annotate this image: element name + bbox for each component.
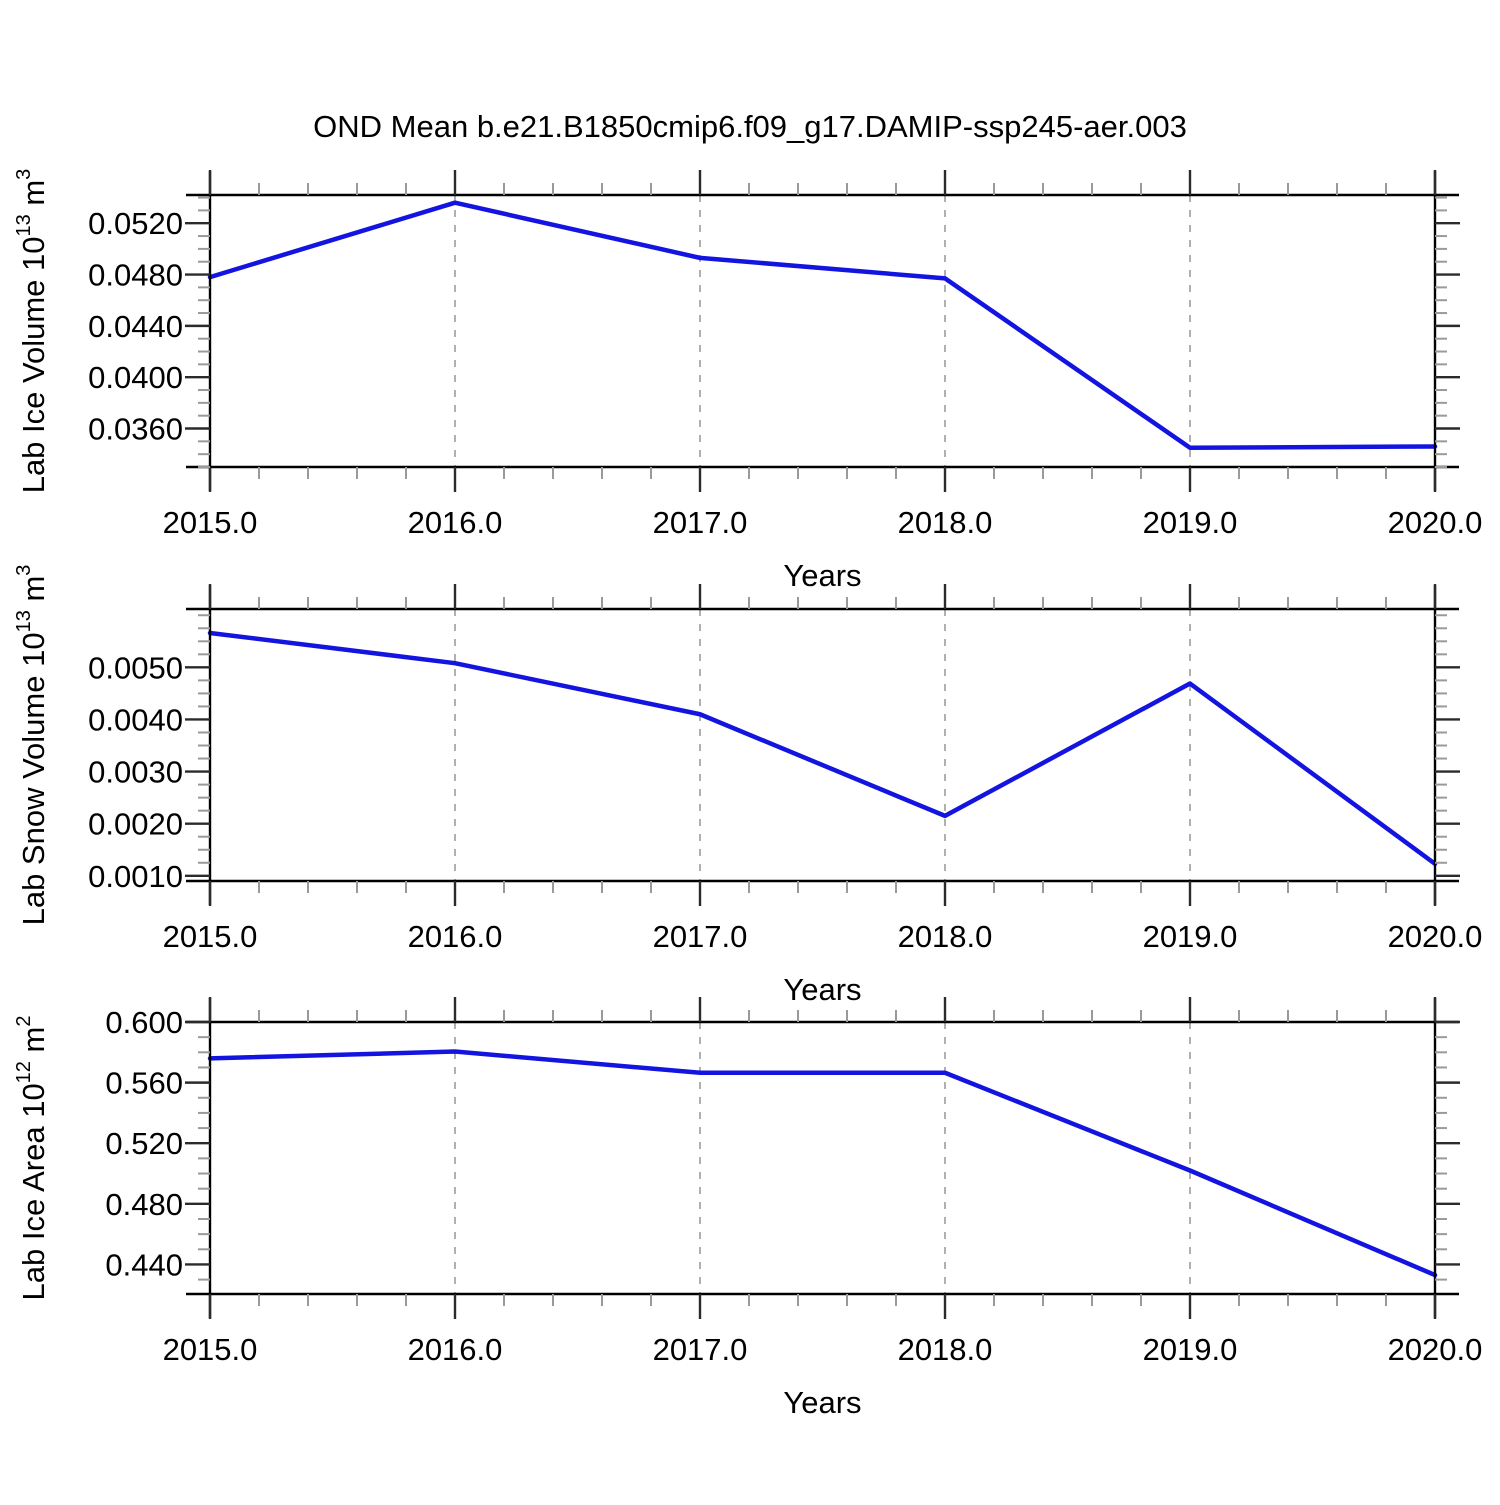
- x-tick-label: 2015.0: [163, 1332, 258, 1367]
- y-axis-title: Lab Snow Volume 1013 m3: [13, 565, 51, 926]
- x-axis-title: Years: [783, 972, 861, 1007]
- y-axis-title-text: Lab Snow Volume 10: [16, 632, 51, 925]
- y-axis-title-text: Lab Ice Area 10: [16, 1083, 51, 1300]
- y-axis-title-superscript: 13: [13, 610, 35, 632]
- y-axis-title-superscript: 12: [13, 1061, 35, 1083]
- y-tick-label: 0.0050: [88, 650, 183, 685]
- y-tick-label: 0.0010: [88, 859, 183, 894]
- y-axis-title-text: m: [16, 180, 51, 214]
- panel-lab-ice-volume: 2015.0 2016.0 2017.0 2018.0 2019.0 2020.0 0.05…: [13, 169, 1482, 593]
- y-tick-label: 0.0400: [88, 360, 183, 395]
- panel-lab-snow-volume: 2015.0 2016.0 2017.0 2018.0 2019.0 2020.0 0.00…: [13, 565, 1482, 1007]
- y-tick-label: 0.0440: [88, 309, 183, 344]
- y-axis-title: Lab Ice Volume 1013 m3: [13, 169, 51, 494]
- y-tick-label: 0.480: [105, 1187, 183, 1222]
- chart-title: OND Mean b.e21.B1850cmip6.f09_g17.DAMIP-…: [313, 109, 1187, 144]
- x-tick-label: 2018.0: [898, 505, 993, 540]
- y-axis-title: Lab Ice Area 1012 m2: [13, 1016, 51, 1301]
- x-tick-label: 2015.0: [163, 919, 258, 954]
- panel-lab-ice-area: 2015.0 2016.0 2017.0 2018.0 2019.0 2020.0 0.60…: [13, 997, 1482, 1420]
- x-tick-label: 2019.0: [1143, 505, 1238, 540]
- x-tick-label: 2019.0: [1143, 919, 1238, 954]
- x-tick-label: 2020.0: [1388, 919, 1483, 954]
- x-tick-label: 2017.0: [653, 505, 748, 540]
- y-tick-label: 0.560: [105, 1066, 183, 1101]
- y-axis-title-superscript: 3: [13, 169, 35, 180]
- y-tick-label: 0.600: [105, 1005, 183, 1040]
- x-axis-title: Years: [783, 1385, 861, 1420]
- x-tick-label: 2016.0: [408, 505, 503, 540]
- x-tick-label: 2019.0: [1143, 1332, 1238, 1367]
- y-tick-label: 0.0030: [88, 755, 183, 790]
- y-axis-title-text: Lab Ice Volume 10: [16, 237, 51, 494]
- x-axis-title: Years: [783, 558, 861, 593]
- y-axis-title-text: m: [16, 576, 51, 610]
- y-axis-title-superscript: 13: [13, 214, 35, 236]
- y-tick-label: 0.520: [105, 1126, 183, 1161]
- x-tick-label: 2017.0: [653, 919, 748, 954]
- x-tick-label: 2017.0: [653, 1332, 748, 1367]
- y-tick-label: 0.0520: [88, 206, 183, 241]
- y-tick-label: 0.0480: [88, 258, 183, 293]
- x-tick-label: 2020.0: [1388, 1332, 1483, 1367]
- x-tick-label: 2020.0: [1388, 505, 1483, 540]
- y-tick-label: 0.0020: [88, 807, 183, 842]
- x-tick-label: 2018.0: [898, 919, 993, 954]
- y-axis-title-text: m: [16, 1027, 51, 1061]
- y-tick-label: 0.0360: [88, 412, 183, 447]
- x-tick-label: 2016.0: [408, 1332, 503, 1367]
- y-tick-label: 0.440: [105, 1247, 183, 1282]
- data-line-lab-ice-volume: [207, 200, 1438, 451]
- x-tick-label: 2015.0: [163, 505, 258, 540]
- data-line-lab-snow-volume: [207, 630, 1438, 867]
- y-axis-title-superscript: 2: [13, 1016, 35, 1027]
- x-tick-label: 2016.0: [408, 919, 503, 954]
- y-axis-title-superscript: 3: [13, 565, 35, 576]
- y-tick-label: 0.0040: [88, 702, 183, 737]
- x-tick-label: 2018.0: [898, 1332, 993, 1367]
- data-line-lab-ice-area: [207, 1049, 1438, 1278]
